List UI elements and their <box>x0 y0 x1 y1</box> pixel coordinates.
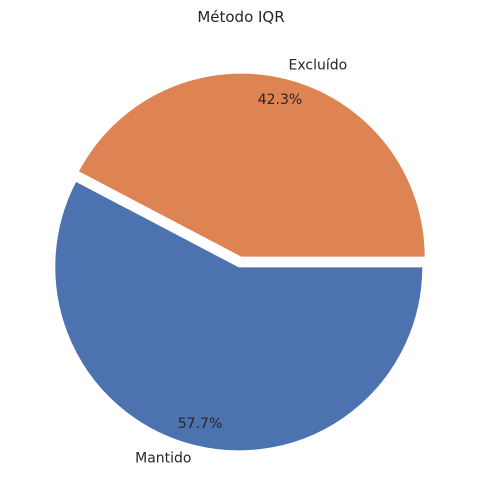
slice-label-mantido: Mantido <box>135 451 191 467</box>
chart-title: Método IQR <box>197 8 284 26</box>
slice-percent-mantido: 57.7% <box>178 416 222 432</box>
slice-label-excluído: Excluído <box>288 57 347 73</box>
slice-percent-excluído: 42.3% <box>258 92 302 108</box>
pie-labels: Excluído 42.3% Mantido 57.7% <box>135 57 347 466</box>
pie-slice-excluído <box>77 72 426 258</box>
pie-slices <box>54 72 426 452</box>
pie-slice-mantido <box>54 180 424 452</box>
